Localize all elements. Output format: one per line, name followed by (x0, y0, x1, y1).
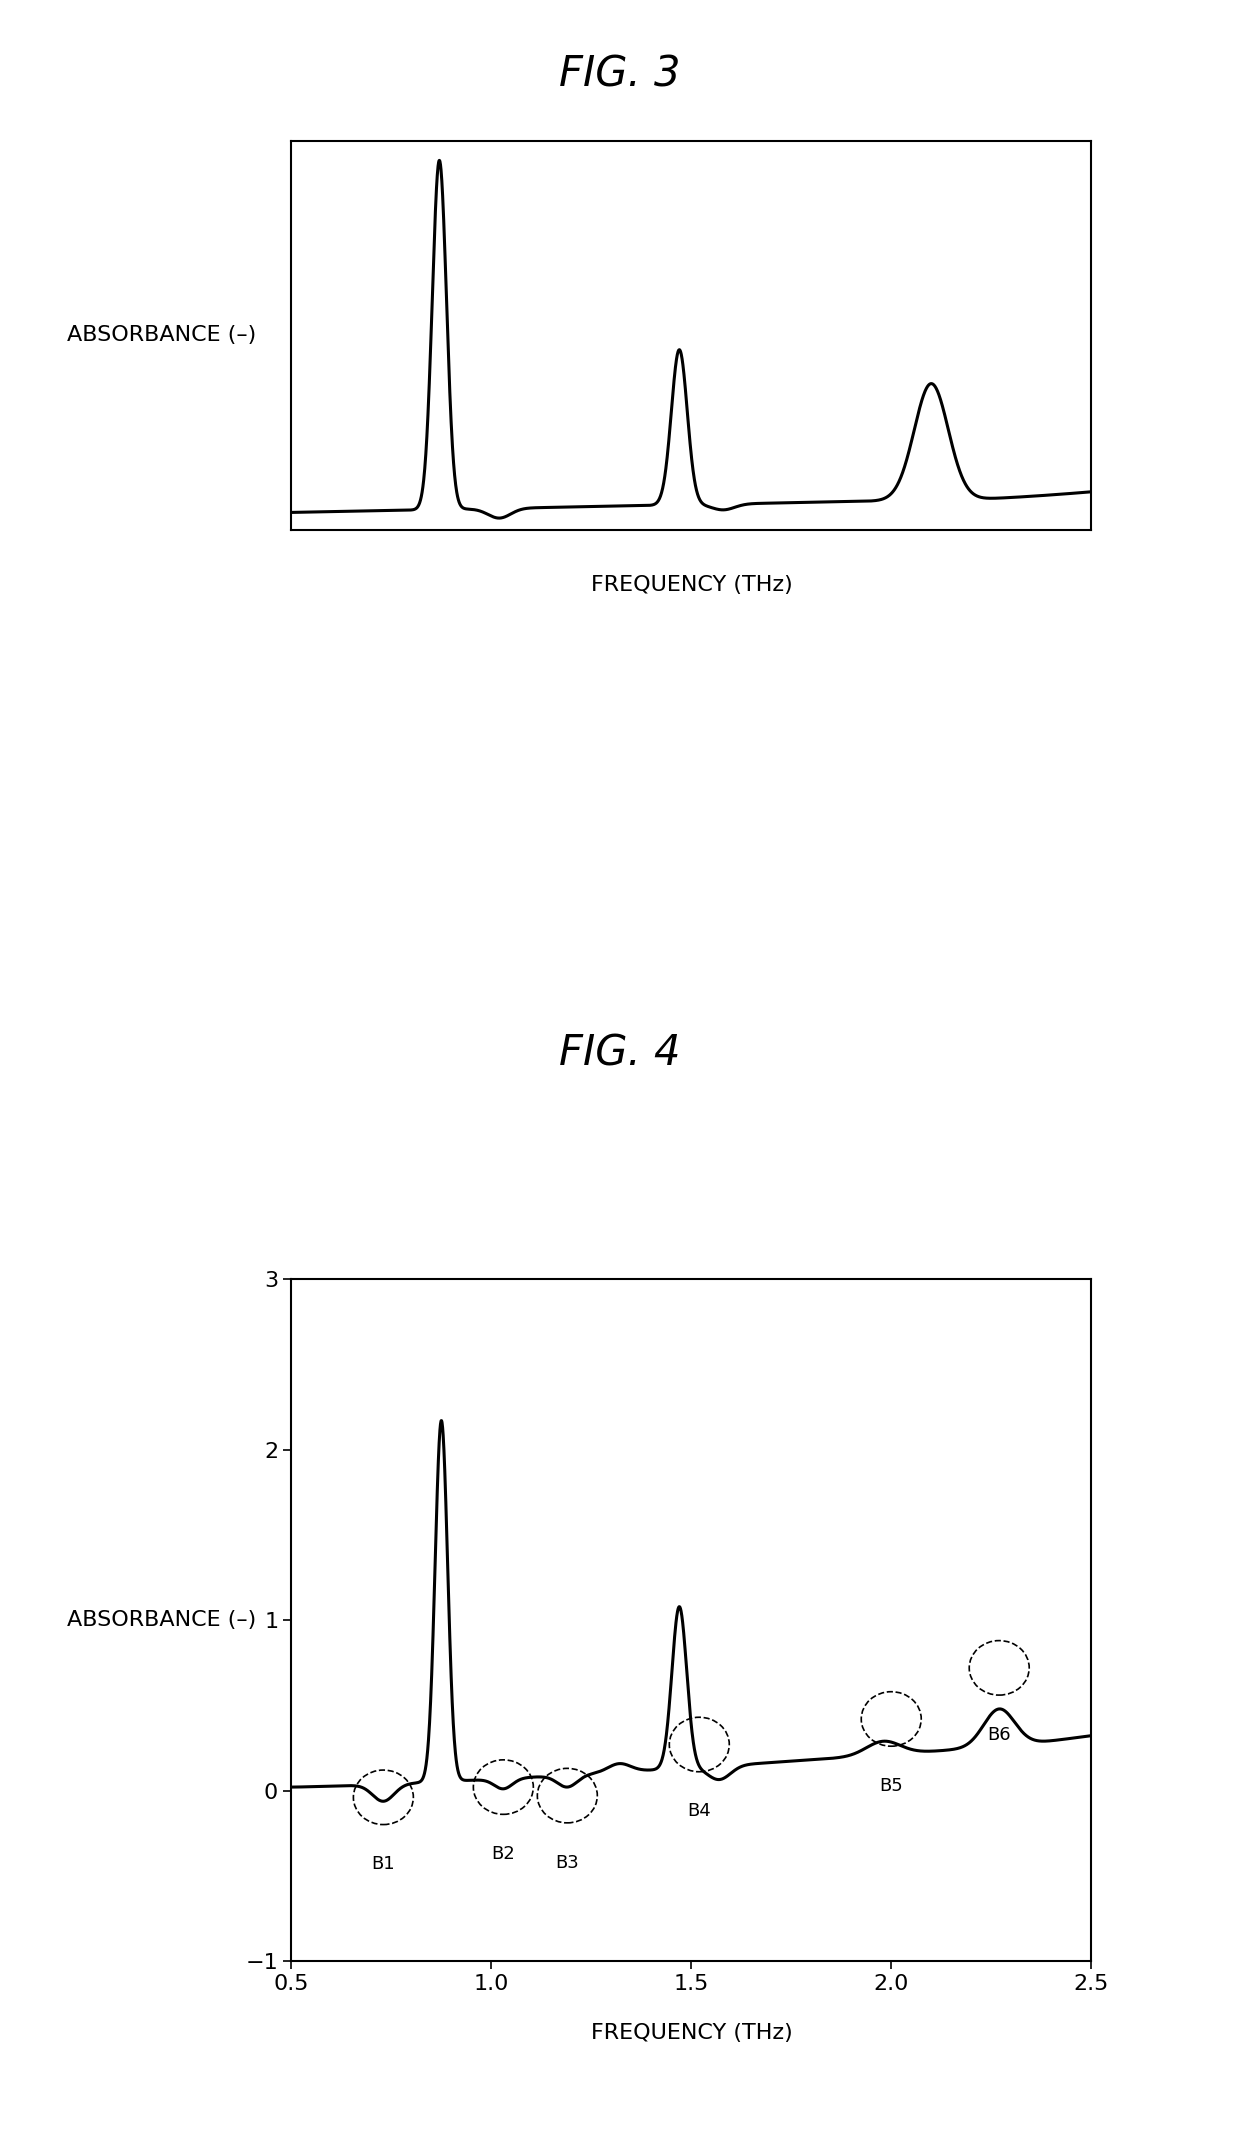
Text: FIG. 4: FIG. 4 (559, 1032, 681, 1074)
Text: B6: B6 (987, 1726, 1011, 1743)
Text: B3: B3 (556, 1854, 579, 1871)
Text: ABSORBANCE (–): ABSORBANCE (–) (67, 325, 255, 346)
Text: B4: B4 (687, 1803, 712, 1820)
Text: B1: B1 (372, 1856, 396, 1873)
Text: FIG. 3: FIG. 3 (559, 53, 681, 96)
Text: FREQUENCY (THz): FREQUENCY (THz) (591, 2023, 792, 2044)
Text: FREQUENCY (THz): FREQUENCY (THz) (591, 575, 792, 596)
Text: ABSORBANCE (–): ABSORBANCE (–) (67, 1611, 255, 1630)
Text: B2: B2 (491, 1846, 516, 1863)
Text: B5: B5 (879, 1777, 903, 1794)
